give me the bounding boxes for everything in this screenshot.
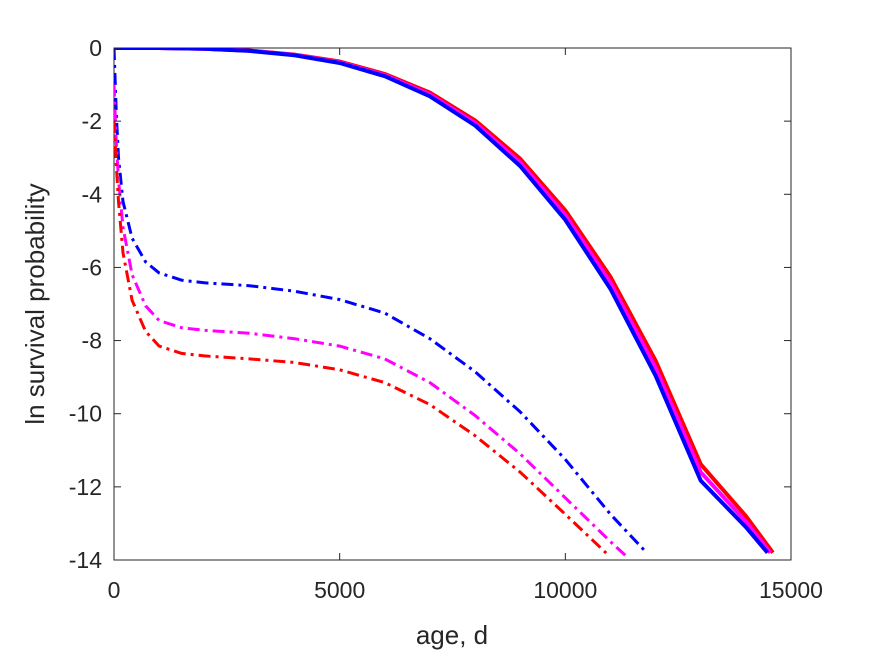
x-tick-label: 0 (108, 577, 121, 603)
y-axis: 0 -2 -4 -6 -8 -10 -12 -14 (69, 35, 791, 573)
x-tick-label: 15000 (759, 577, 823, 603)
y-tick-label: -14 (69, 547, 102, 573)
y-tick-label: -6 (82, 254, 102, 280)
x-axis: 0 5000 10000 15000 (108, 48, 823, 603)
y-axis-label: ln survival probability (20, 183, 50, 424)
y-tick-label: -4 (82, 181, 103, 207)
series-line-3 (114, 48, 770, 554)
y-tick-label: 0 (89, 35, 102, 61)
series-layer (114, 48, 775, 558)
x-tick-label: 5000 (314, 577, 365, 603)
series-line-5 (114, 84, 628, 558)
y-tick-label: -8 (82, 328, 102, 354)
y-tick-label: -12 (69, 474, 102, 500)
x-axis-label: age, d (416, 620, 488, 650)
series-line-4 (114, 48, 648, 554)
series-line-6 (114, 121, 611, 558)
y-tick-label: -2 (82, 108, 102, 134)
x-tick-label: 10000 (533, 577, 597, 603)
y-tick-label: -10 (69, 401, 102, 427)
plot-area (113, 47, 792, 561)
